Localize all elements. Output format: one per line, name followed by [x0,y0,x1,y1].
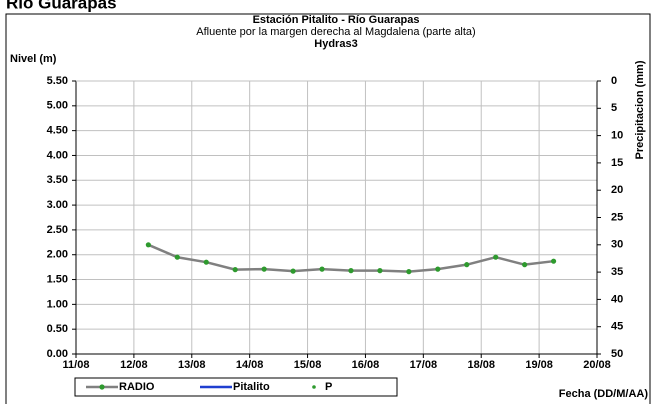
data-point [145,242,151,248]
y-tick-label: 2.00 [47,249,68,261]
y2-tick-label: 20 [611,184,623,196]
data-point [319,266,325,272]
y-tick-label: 4.50 [47,125,68,137]
data-point [290,268,296,274]
x-tick-label: 18/08 [467,359,495,371]
x-tick-label: 13/08 [178,359,206,371]
chart-frame [5,13,651,404]
y-tick-label: 0.00 [47,348,68,360]
x-tick-label: 15/08 [294,359,322,371]
y-tick-label: 5.50 [47,75,68,87]
legend-marker [99,384,105,390]
x-tick-label: 12/08 [120,359,148,371]
x-tick-label: 14/08 [236,359,264,371]
data-point [203,259,209,265]
y2-tick-label: 35 [611,266,623,278]
data-point [174,254,180,260]
data-point [348,268,354,274]
legend-label: Pitalito [233,381,270,393]
y-tick-label: 5.00 [47,100,68,112]
y-tick-label: 3.00 [47,199,68,211]
legend-label: RADIO [119,381,155,393]
x-tick-label: 17/08 [410,359,438,371]
y-tick-label: 1.00 [47,298,68,310]
y2-tick-label: 50 [611,348,623,360]
data-point [406,269,412,275]
data-point [261,266,267,272]
x-tick-label: 19/08 [525,359,553,371]
y-tick-label: 0.50 [47,323,68,335]
legend-label: P [325,381,332,393]
data-point [232,267,238,273]
y2-tick-label: 10 [611,130,623,142]
data-point [377,268,383,274]
page-title: Río Guarapas [6,0,117,12]
y2-tick-label: 45 [611,321,623,333]
data-point [464,262,470,268]
chart-source: Hydras3 [314,38,357,50]
y2-tick-label: 30 [611,239,623,251]
chart-subtitle: Afluente por la margen derecha al Magdal… [196,26,475,38]
y2-axis-label: Precipitacion (mm) [634,60,646,159]
y-axis-label: Nivel (m) [10,53,57,65]
x-axis-label: Fecha (DD/M/AA) [559,388,649,400]
y2-tick-label: 5 [611,102,617,114]
legend-box [74,377,398,397]
y-tick-label: 2.50 [47,224,68,236]
data-point [493,254,499,260]
y-tick-label: 1.50 [47,273,68,285]
y-tick-label: 3.50 [47,174,68,186]
x-tick-label: 11/08 [63,359,90,371]
y-tick-label: 4.00 [47,149,68,161]
legend-marker [312,385,316,389]
x-tick-label: 16/08 [352,359,380,371]
y2-tick-label: 0 [611,75,617,87]
y2-tick-label: 40 [611,293,623,305]
y2-tick-label: 25 [611,211,623,223]
chart-title: Estación Pitalito - Río Guarapas [253,14,420,26]
x-tick-label: 20/08 [583,359,611,371]
data-point [522,262,528,268]
y2-tick-label: 15 [611,157,623,169]
data-point [435,266,441,272]
data-point [550,258,557,264]
